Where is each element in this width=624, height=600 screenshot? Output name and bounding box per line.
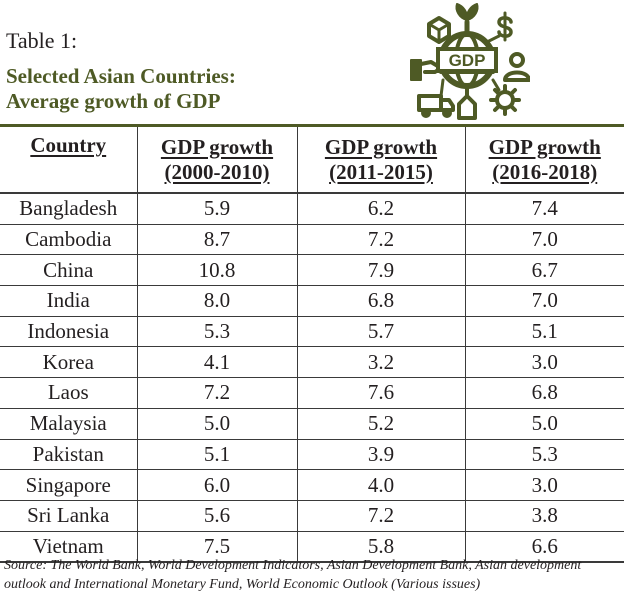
- column-header-2-line-2: (2011-2015): [329, 159, 433, 184]
- column-header-3-line-1: GDP growth: [488, 134, 601, 159]
- growth-value-cell: 6.7: [464, 254, 624, 287]
- table-row: Korea 4.1 3.2 3.0: [0, 346, 624, 379]
- growth-value-cell: 3.8: [464, 500, 624, 532]
- column-header-3-line-2: (2016-2018): [492, 159, 598, 184]
- table-row: Bangladesh 5.9 6.2 7.4: [0, 193, 624, 225]
- table-title-line-1: Selected Asian Countries:: [6, 64, 236, 88]
- growth-value-cell: 7.2: [296, 224, 465, 256]
- country-cell: Laos: [0, 377, 137, 409]
- growth-value-cell: 7.2: [136, 377, 297, 409]
- table-row: China 10.8 7.9 6.7: [0, 254, 624, 287]
- growth-value-cell: 6.8: [296, 285, 465, 317]
- table-row: Sri Lanka 5.6 7.2 3.8: [0, 500, 624, 532]
- growth-value-cell: 3.9: [296, 439, 465, 471]
- growth-value-cell: 5.1: [464, 316, 624, 348]
- growth-value-cell: 6.8: [464, 377, 624, 409]
- source-note: Source: The World Bank, World Developmen…: [4, 556, 624, 594]
- country-cell: India: [0, 285, 137, 317]
- growth-value-cell: 3.2: [296, 346, 465, 379]
- column-header-0-line-1: Country: [30, 133, 107, 157]
- growth-value-cell: 5.9: [136, 193, 297, 225]
- source-note-line-2: outlook and International Monetary Fund,…: [4, 577, 481, 592]
- growth-value-cell: 5.3: [136, 316, 297, 348]
- growth-value-cell: 8.7: [136, 224, 297, 256]
- country-cell: Korea: [0, 346, 137, 379]
- growth-value-cell: 5.1: [136, 439, 297, 471]
- growth-value-cell: 3.0: [464, 469, 624, 501]
- growth-value-cell: 7.5: [136, 531, 297, 564]
- growth-value-cell: 5.8: [296, 531, 465, 564]
- growth-value-cell: 6.0: [136, 469, 297, 501]
- column-header-2-line-1: GDP growth: [324, 134, 438, 159]
- growth-value-cell: 7.2: [296, 500, 465, 532]
- country-cell: Indonesia: [0, 316, 137, 348]
- source-note-line-1: Source: The World Bank, World Developmen…: [4, 558, 582, 573]
- table-row: Singapore 6.0 4.0 3.0: [0, 469, 624, 501]
- growth-value-cell: 5.3: [464, 439, 624, 471]
- growth-value-cell: 7.0: [464, 285, 624, 317]
- table-row: Pakistan 5.1 3.9 5.3: [0, 439, 624, 471]
- table-title-line-2: Average growth of GDP: [6, 89, 221, 113]
- column-header-1: GDP growth (2000-2010): [136, 127, 297, 194]
- growth-value-cell: 8.0: [136, 285, 297, 317]
- column-header-1-line-2: (2000-2010): [164, 159, 270, 184]
- growth-value-cell: 7.4: [464, 193, 624, 225]
- table-row: Cambodia 8.7 7.2 7.0: [0, 224, 624, 256]
- table-row: Vietnam 7.5 5.8 6.6: [0, 531, 624, 564]
- column-header-2: GDP growth (2011-2015): [296, 127, 465, 194]
- table-title: Selected Asian Countries: Average growth…: [6, 64, 236, 114]
- growth-value-cell: 7.6: [296, 377, 465, 409]
- growth-value-cell: 3.0: [464, 346, 624, 379]
- growth-value-cell: 5.0: [136, 408, 297, 440]
- growth-value-cell: 4.1: [136, 346, 297, 379]
- gdp-icon-label: GDP: [449, 51, 486, 70]
- growth-value-cell: 7.9: [296, 254, 465, 287]
- gdp-globe-icon: GDP: [410, 3, 530, 120]
- growth-value-cell: 6.6: [464, 531, 624, 564]
- country-cell: China: [0, 254, 137, 287]
- table-row: Malaysia 5.0 5.2 5.0: [0, 408, 624, 440]
- growth-value-cell: 5.7: [296, 316, 465, 348]
- country-cell: Sri Lanka: [0, 500, 137, 532]
- table-row: India 8.0 6.8 7.0: [0, 285, 624, 317]
- growth-value-cell: 5.2: [296, 408, 465, 440]
- table-row: Laos 7.2 7.6 6.8: [0, 377, 624, 409]
- country-cell: Pakistan: [0, 439, 137, 471]
- growth-value-cell: 4.0: [296, 469, 465, 501]
- gdp-table-container: Country GDP growth (2000-2010) GDP growth (2…: [0, 124, 624, 564]
- country-cell: Cambodia: [0, 224, 137, 256]
- column-header-1-line-1: GDP growth: [160, 134, 274, 159]
- table-header-row: Country GDP growth (2000-2010) GDP growth (2…: [0, 127, 624, 194]
- growth-value-cell: 10.8: [136, 254, 297, 287]
- table-body: Bangladesh 5.9 6.2 7.4 Cambodia 8.7 7.2 7.0 Chin…: [0, 193, 624, 564]
- country-cell: Bangladesh: [0, 193, 137, 225]
- growth-value-cell: 7.0: [464, 224, 624, 256]
- table-caption: Table 1:: [6, 28, 78, 53]
- table-row: Indonesia 5.3 5.7 5.1: [0, 316, 624, 348]
- column-header-3: GDP growth (2016-2018): [464, 127, 624, 194]
- country-cell: Malaysia: [0, 408, 137, 440]
- gdp-growth-table: Country GDP growth (2000-2010) GDP growth (2…: [0, 127, 624, 564]
- country-cell: Vietnam: [0, 531, 137, 564]
- growth-value-cell: 5.0: [464, 408, 624, 440]
- column-header-0: Country: [0, 127, 137, 194]
- growth-value-cell: 6.2: [296, 193, 465, 225]
- growth-value-cell: 5.6: [136, 500, 297, 532]
- country-cell: Singapore: [0, 469, 137, 501]
